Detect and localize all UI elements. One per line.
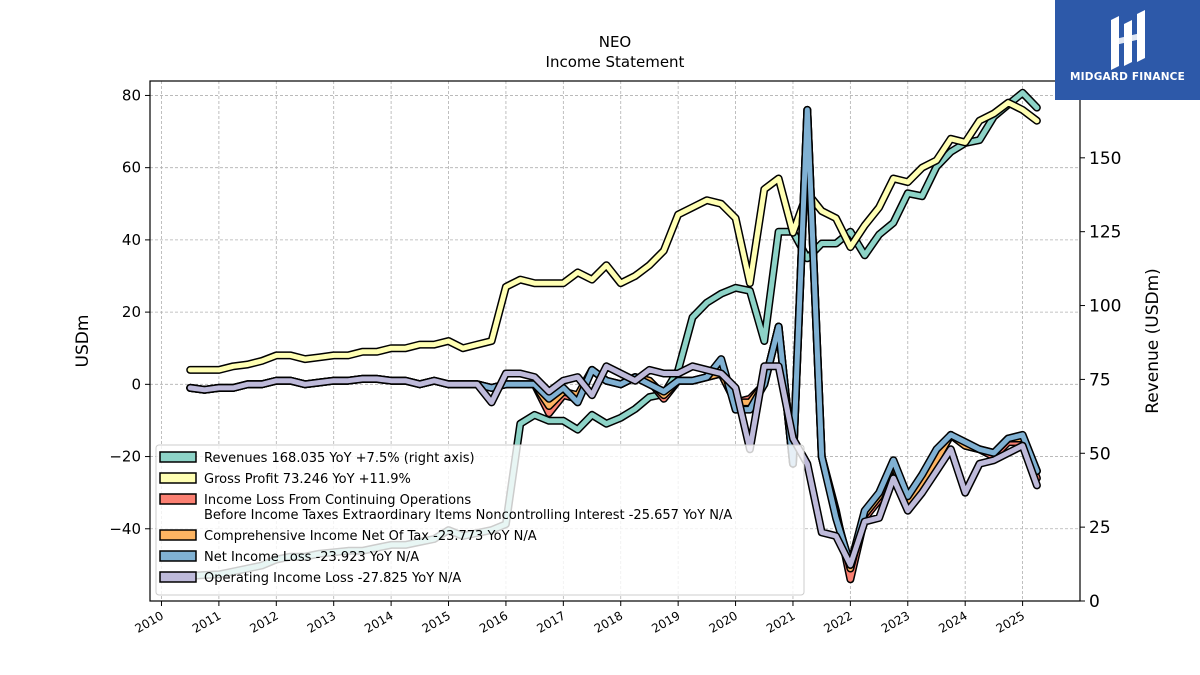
y2-tick-label: 75 <box>1089 370 1111 390</box>
y2-tick-label: 100 <box>1089 297 1121 317</box>
y2-tick-label: 50 <box>1089 444 1111 464</box>
series-stroke <box>187 100 1040 373</box>
legend-swatch <box>159 571 197 583</box>
brand-logo: MIDGARD FINANCE <box>1055 0 1200 100</box>
legend-label: Income Loss From Continuing Operations Be… <box>204 493 732 523</box>
y2-tick-label: 25 <box>1089 518 1111 538</box>
brand-name: MIDGARD FINANCE <box>1070 71 1185 83</box>
midgard-logo-icon <box>1111 10 1145 70</box>
plot-frame <box>149 80 1081 602</box>
series-line-5 <box>186 362 1041 569</box>
legend-swatch <box>159 493 197 505</box>
legend-label: Operating Income Loss -27.825 YoY N/A <box>204 571 461 586</box>
series-line-1 <box>186 98 1041 374</box>
chart-title: NEO <box>599 33 632 51</box>
chart-legend: Revenues 168.035 YoY +7.5% (right axis) G… <box>155 444 805 596</box>
chart-subtitle: Income Statement <box>546 53 685 71</box>
legend-swatch <box>159 451 197 463</box>
legend-swatch <box>159 472 197 484</box>
y-tick-label: 40 <box>122 231 141 249</box>
y-tick-label: 60 <box>122 159 141 177</box>
legend-swatch <box>159 529 197 541</box>
legend-label: Gross Profit 73.246 YoY +11.9% <box>204 472 411 487</box>
y2-tick-label: 125 <box>1089 223 1121 243</box>
y-tick-label: −20 <box>109 448 141 466</box>
legend-label: Comprehensive Income Net Of Tax -23.773 … <box>204 529 537 544</box>
y2-tick-label: 150 <box>1089 149 1121 169</box>
legend-box <box>155 444 805 596</box>
y-axis-label: USDm <box>73 315 93 368</box>
y-tick-label: 80 <box>122 86 141 104</box>
y-tick-label: 0 <box>131 375 141 393</box>
legend-label: Revenues 168.035 YoY +7.5% (right axis) <box>204 451 475 466</box>
y-tick-label: 20 <box>122 303 141 321</box>
y-tick-label: −40 <box>109 520 141 538</box>
legend-swatch <box>159 550 197 562</box>
y2-axis-label: Revenue (USDm) <box>1143 268 1163 414</box>
y2-tick-label: 0 <box>1089 592 1100 612</box>
legend-label: Net Income Loss -23.923 YoY N/A <box>204 550 419 565</box>
series-stroke <box>187 363 1040 568</box>
